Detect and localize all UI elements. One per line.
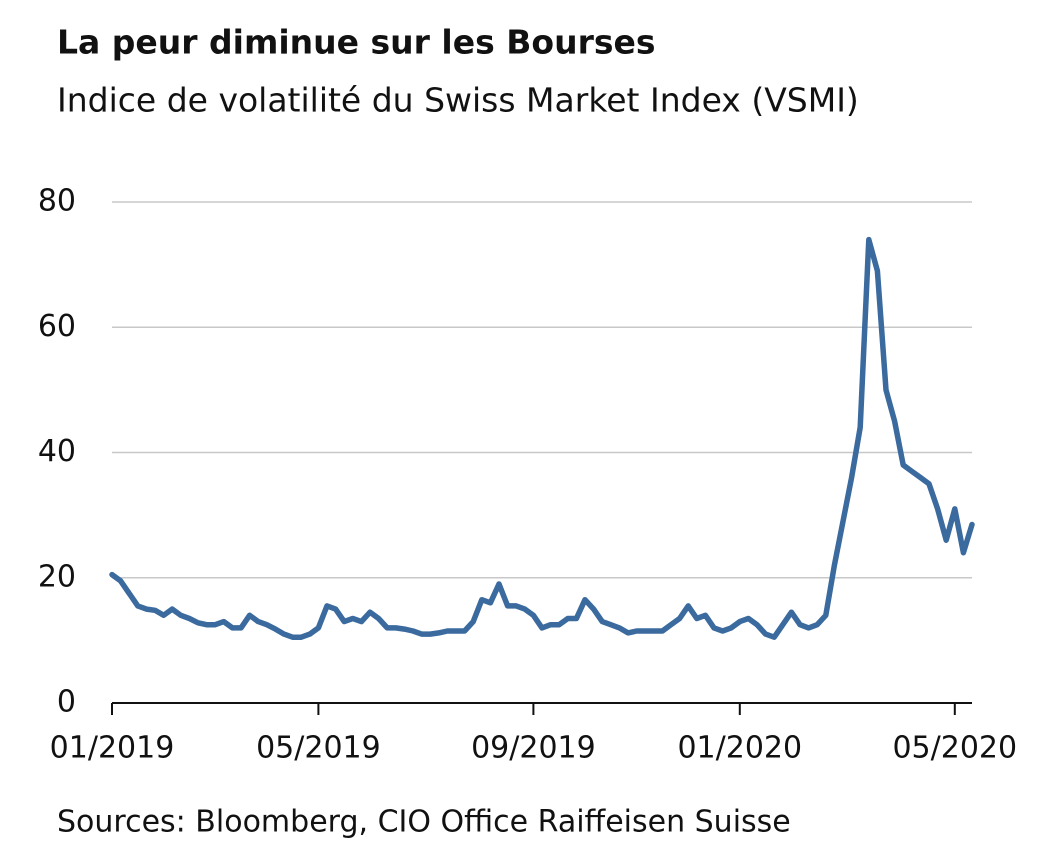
chart-subtitle: Indice de volatilité du Swiss Market Ind… [57,81,859,120]
x-tick-label: 09/2019 [471,731,596,766]
x-tick-label: 05/2019 [256,731,381,766]
y-tick-label: 80 [38,184,76,219]
y-tick-label: 0 [57,685,76,720]
y-tick-label: 40 [38,434,76,469]
line-series [109,236,975,640]
y-tick-label: 20 [38,559,76,594]
x-tick-label: 01/2019 [50,731,175,766]
x-tick-label: 01/2020 [677,731,802,766]
source: Sources: Bloomberg, CIO Office Raiffeise… [57,805,791,840]
x-tick-label: 05/2020 [892,731,1017,766]
y-tick-label: 60 [38,309,76,344]
chart-title: La peur diminue sur les Bourses [57,23,656,62]
